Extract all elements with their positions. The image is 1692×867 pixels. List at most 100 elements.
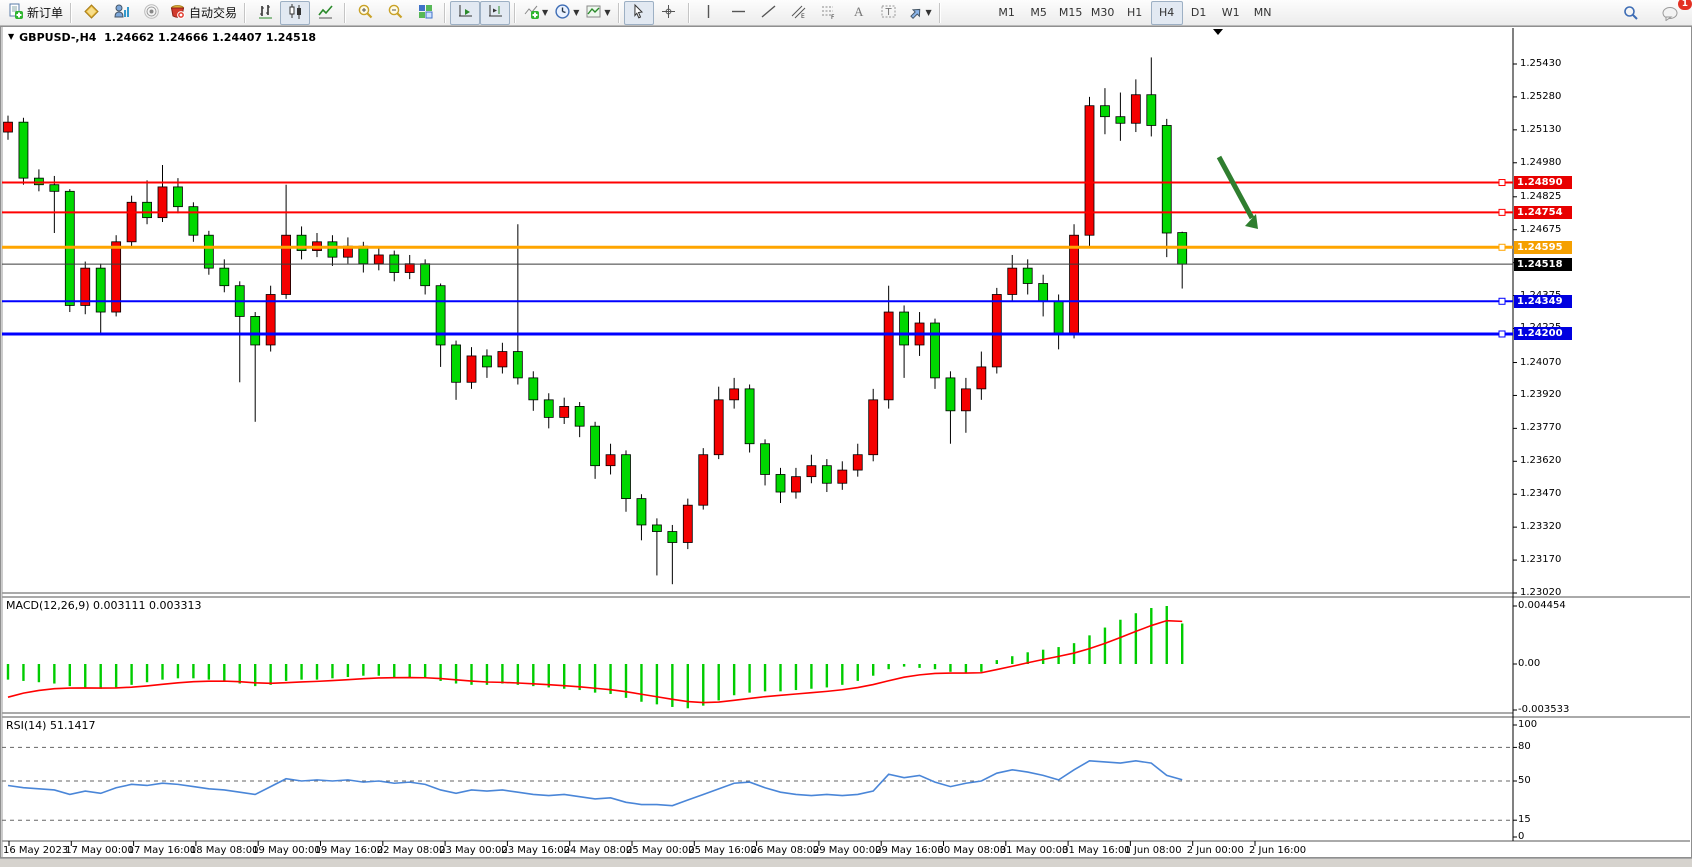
search-icon[interactable]	[1616, 1, 1646, 25]
macd-values: 0.003111 0.003313	[93, 599, 202, 612]
time-axis-label: 22 May 08:00	[376, 845, 446, 856]
fibonacci-button[interactable]: F	[814, 1, 844, 25]
price-tag-1.24518: 1.24518	[1514, 257, 1572, 271]
price-tick-label: 1.23470	[1520, 488, 1562, 500]
new-order-icon	[7, 3, 24, 23]
equidistant-channel-button[interactable]: E	[784, 1, 814, 25]
crosshair-button[interactable]	[654, 1, 684, 25]
periods-button[interactable]: ▼	[551, 1, 582, 25]
rsi-axis-label: 80	[1518, 741, 1531, 753]
vertical-line-icon	[700, 3, 717, 23]
arrows-icon	[907, 3, 924, 23]
timeframe-mn[interactable]: MN	[1253, 6, 1272, 19]
macd-histogram	[6, 606, 1184, 709]
tile-windows-button[interactable]	[410, 1, 440, 25]
time-axis-label: 24 May 08:00	[563, 845, 633, 856]
chart-profile-button[interactable]	[76, 1, 106, 25]
indicators-button[interactable]: ▼	[520, 1, 551, 25]
horizontal-line-button[interactable]	[724, 1, 754, 25]
zoom-out-icon	[387, 3, 404, 23]
price-tag-1.24890: 1.24890	[1514, 176, 1572, 190]
market-watch-button[interactable]	[106, 1, 136, 25]
price-tick-label: 1.24675	[1520, 223, 1562, 235]
price-tick-label: 1.25430	[1520, 58, 1562, 69]
timeframe-w1[interactable]: W1	[1221, 6, 1240, 19]
timeframe-m15[interactable]: M15	[1058, 6, 1083, 19]
price-tick-label: 1.23320	[1520, 521, 1562, 533]
chart-title[interactable]: ▼ GBPUSD-,H4 1.24662 1.24666 1.24407 1.24…	[8, 31, 316, 44]
time-axis-label: 17 May 00:00	[65, 845, 134, 856]
time-axis-label: 1 Jun 08:00	[1124, 845, 1182, 856]
timeframe-h4[interactable]: H4	[1150, 0, 1183, 25]
rsi-value: 51.1417	[49, 719, 96, 732]
line-chart-type-button[interactable]	[310, 1, 340, 25]
timeframe-m30[interactable]: M30	[1090, 6, 1115, 19]
timeframe-d1[interactable]: D1	[1190, 6, 1207, 19]
cursor-icon	[630, 3, 647, 23]
zoom-in-icon	[357, 3, 374, 23]
symbol-period: GBPUSD-,H4	[19, 31, 97, 44]
time-axis-label: 2 Jun 00:00	[1186, 845, 1244, 856]
hline-endpoint-marker[interactable]	[1498, 179, 1506, 187]
collapse-objects-icon[interactable]: ▼	[8, 32, 15, 41]
price-tick-label: 1.25280	[1520, 90, 1562, 102]
new-order-button[interactable]: 新订单	[4, 1, 66, 25]
templates-button[interactable]: ▼	[582, 1, 613, 25]
crosshair-icon	[660, 3, 677, 23]
auto-scroll-button[interactable]	[450, 0, 481, 25]
timeframe-m1[interactable]: M1	[998, 6, 1015, 19]
rsi-axis-label: 0	[1518, 831, 1525, 842]
down-arrow-head	[1245, 214, 1258, 229]
arrows-button[interactable]: ▼	[904, 1, 935, 25]
text-button[interactable]: A	[844, 1, 874, 25]
toolbar-separator	[70, 2, 73, 23]
time-axis-label: 19 May 00:00	[252, 845, 321, 856]
text-label-button[interactable]: T	[874, 1, 904, 25]
toolbar-separator	[938, 2, 941, 23]
chart-shift-marker[interactable]	[1213, 29, 1223, 35]
tile-windows-icon	[417, 3, 434, 23]
timeframe-bar: M1 M5 M15 M30 H1 H4 D1 W1 MN	[991, 0, 1279, 25]
candles	[3, 57, 1188, 585]
equidistant-channel-icon: E	[790, 3, 807, 23]
toolbar-separator	[344, 2, 347, 23]
indicators-icon	[523, 3, 540, 23]
price-tick-label: 1.24825	[1520, 190, 1562, 202]
notifications-icon[interactable]: 1	[1656, 0, 1692, 25]
timeframe-h1[interactable]: H1	[1127, 6, 1143, 19]
text-icon: A	[850, 3, 867, 23]
price-tag-1.24595: 1.24595	[1514, 240, 1572, 254]
chart-shift-button[interactable]	[480, 0, 511, 25]
cursor-button[interactable]	[623, 0, 654, 25]
toolbar: 新订单 自动交易 ▼ ▼ ▼ E F A T ▼ M1 M5 M15 M30 H1 H4 D1 W1 MN 1	[0, 0, 1692, 26]
time-axis-label: 30 May 08:00	[937, 845, 1007, 856]
timeframe-m5[interactable]: M5	[1030, 6, 1047, 19]
trendline-button[interactable]	[754, 1, 784, 25]
price-tick-label: 1.25130	[1520, 123, 1562, 135]
bar-chart-type-button[interactable]	[250, 1, 280, 25]
hline-endpoint-marker[interactable]	[1498, 330, 1506, 338]
price-tick-label: 1.24980	[1520, 156, 1562, 168]
notification-badge: 1	[1677, 0, 1692, 10]
trendline-icon	[760, 3, 777, 23]
time-axis-label: 23 May 16:00	[501, 845, 570, 856]
price-tag-1.24349: 1.24349	[1514, 294, 1572, 308]
bar-chart-type-icon	[257, 3, 274, 23]
price-tag-1.24754: 1.24754	[1514, 205, 1572, 219]
zoom-in-button[interactable]	[350, 1, 380, 25]
price-tag-1.24200: 1.24200	[1514, 327, 1572, 341]
time-axis-label: 26 May 08:00	[750, 845, 820, 856]
zoom-out-button[interactable]	[380, 1, 410, 25]
hline-endpoint-marker[interactable]	[1498, 297, 1506, 305]
data-window-button[interactable]	[136, 1, 166, 25]
time-axis-label: 29 May 00:00	[812, 845, 882, 856]
macd-axis-label: 0.004454	[1518, 600, 1566, 611]
vertical-line-button[interactable]	[694, 1, 724, 25]
candlestick-chart-type-button[interactable]	[280, 0, 311, 25]
auto-trading-button[interactable]: 自动交易	[166, 1, 240, 25]
time-axis-label: 25 May 16:00	[688, 845, 757, 856]
down-arrow-annotation[interactable]	[1216, 155, 1255, 220]
hline-endpoint-marker[interactable]	[1498, 208, 1506, 216]
hline-endpoint-marker[interactable]	[1498, 243, 1506, 251]
